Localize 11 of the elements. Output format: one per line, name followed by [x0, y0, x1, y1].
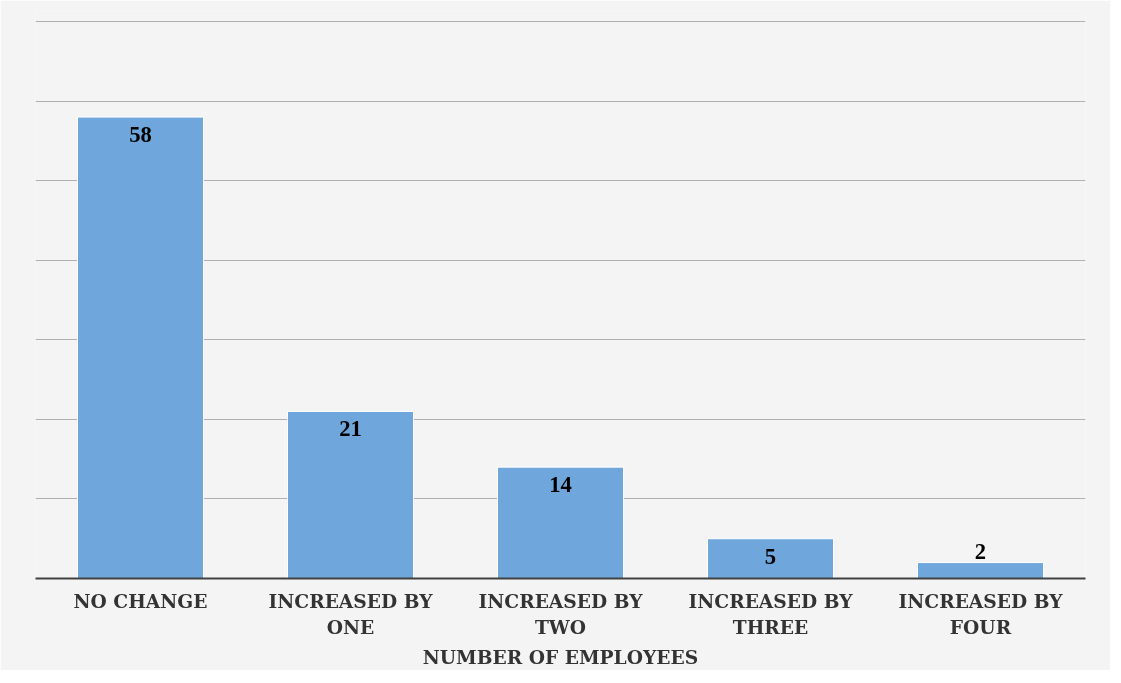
x-tick-label: INCREASED BY THREE: [688, 589, 854, 638]
x-tick-label: NO CHANGE: [73, 589, 208, 612]
data-label: 58: [129, 122, 152, 148]
data-label: 21: [339, 416, 362, 442]
x-tick-label: INCREASED BY TWO: [478, 589, 644, 638]
x-tick-label: INCREASED BY FOUR: [898, 589, 1064, 638]
data-label: 14: [549, 472, 572, 498]
x-axis-title: NUMBER OF EMPLOYEES: [422, 645, 699, 668]
data-label: 2: [974, 538, 987, 564]
x-tick-label: INCREASED BY ONE: [268, 589, 434, 638]
data-label: 5: [764, 543, 777, 569]
